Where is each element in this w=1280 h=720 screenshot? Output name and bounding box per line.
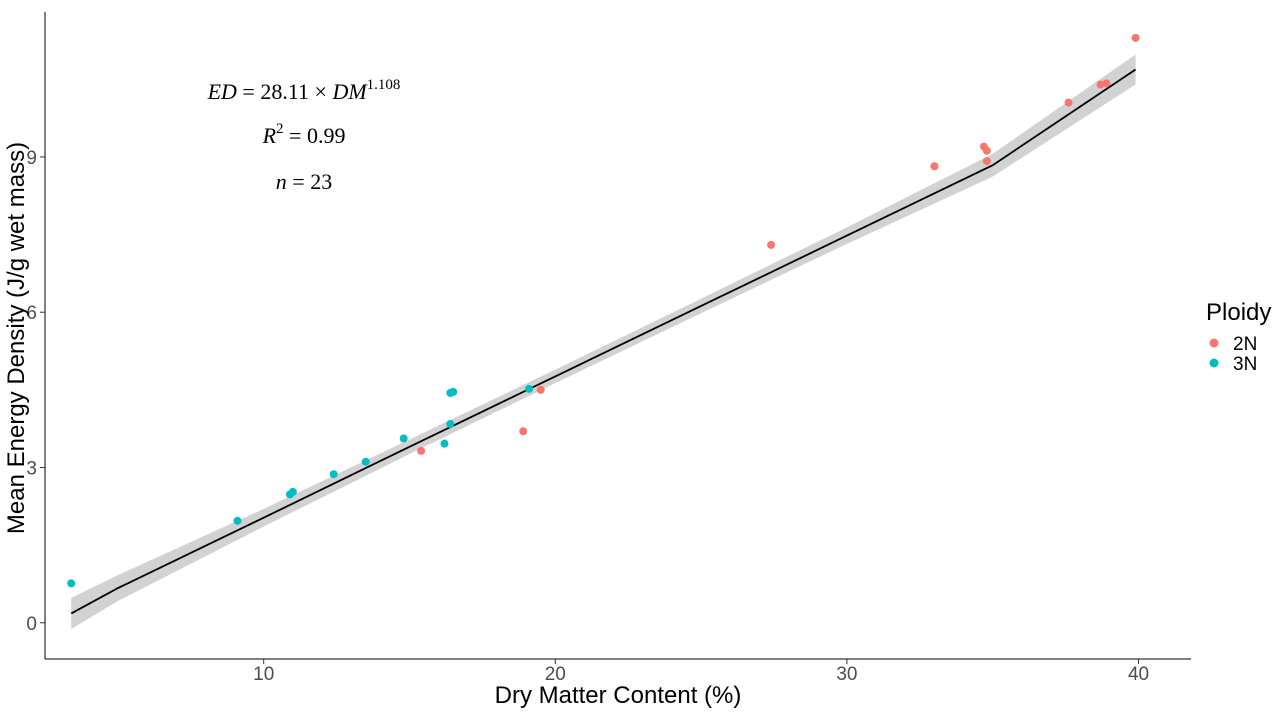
data-point-3n [446, 420, 455, 429]
x-tick-label: 40 [1128, 664, 1149, 685]
r2-label: R [262, 123, 277, 148]
n-annotation: n = 23 [276, 169, 332, 194]
x-tick-label: 30 [836, 664, 857, 685]
x-tick-label: 20 [545, 664, 566, 685]
data-point-2n [982, 146, 991, 155]
legend: Ploidy 2N 3N [1206, 299, 1271, 375]
y-tick-label: 6 [26, 303, 37, 324]
y-axis-ticks: 0 3 6 9 [26, 148, 45, 635]
data-point-3n [67, 579, 76, 588]
confidence-band-layer [71, 54, 1136, 629]
x-tick-label: 10 [253, 664, 274, 685]
data-point-2n [417, 446, 426, 455]
data-point-2n [767, 240, 776, 249]
data-point-3n [329, 470, 338, 479]
equation-coefficient: 28.11 [260, 79, 309, 104]
legend-label-3n: 3N [1233, 354, 1257, 375]
data-point-2n [930, 162, 939, 171]
equation-lhs: ED [207, 79, 237, 104]
data-point-2n [1064, 98, 1073, 107]
legend-label-2n: 2N [1233, 334, 1257, 355]
data-point-2n [1131, 33, 1140, 42]
data-point-3n [233, 516, 242, 525]
data-point-2n [519, 427, 528, 436]
data-point-3n [525, 384, 534, 393]
y-tick-label: 9 [26, 148, 37, 169]
data-point-3n [449, 387, 458, 396]
y-tick-label: 0 [26, 614, 37, 635]
x-axis-ticks: 10 20 30 40 [253, 659, 1149, 685]
legend-marker-2n [1209, 338, 1219, 348]
data-point-3n [288, 487, 297, 496]
equation-annotation: ED = 28.11 × DM1.108 [207, 77, 401, 104]
data-point-2n [982, 157, 991, 166]
equation-times: × [315, 79, 327, 104]
y-tick-label: 3 [26, 458, 37, 479]
r2-annotation: R2 = 0.99 [262, 121, 346, 148]
data-point-3n [399, 434, 408, 443]
data-point-3n [440, 439, 449, 448]
data-point-2n [1102, 79, 1111, 88]
equation-base: DM [331, 79, 368, 104]
data-points-layer [67, 33, 1140, 588]
equation-exponent: 1.108 [367, 77, 401, 93]
legend-marker-3n [1209, 358, 1219, 368]
r2-power: 2 [276, 121, 284, 137]
n-label: n [276, 169, 287, 194]
data-point-2n [536, 385, 545, 394]
x-axis-title: Dry Matter Content (%) [495, 682, 742, 709]
fit-line [70, 68, 1137, 615]
legend-title: Ploidy [1206, 299, 1271, 326]
fit-line-layer [70, 68, 1137, 615]
confidence-band [71, 54, 1136, 629]
y-axis-title: Mean Energy Density (J/g wet mass) [3, 142, 30, 534]
data-point-3n [361, 457, 370, 466]
r2-value: 0.99 [307, 123, 346, 148]
n-value: 23 [310, 169, 332, 194]
